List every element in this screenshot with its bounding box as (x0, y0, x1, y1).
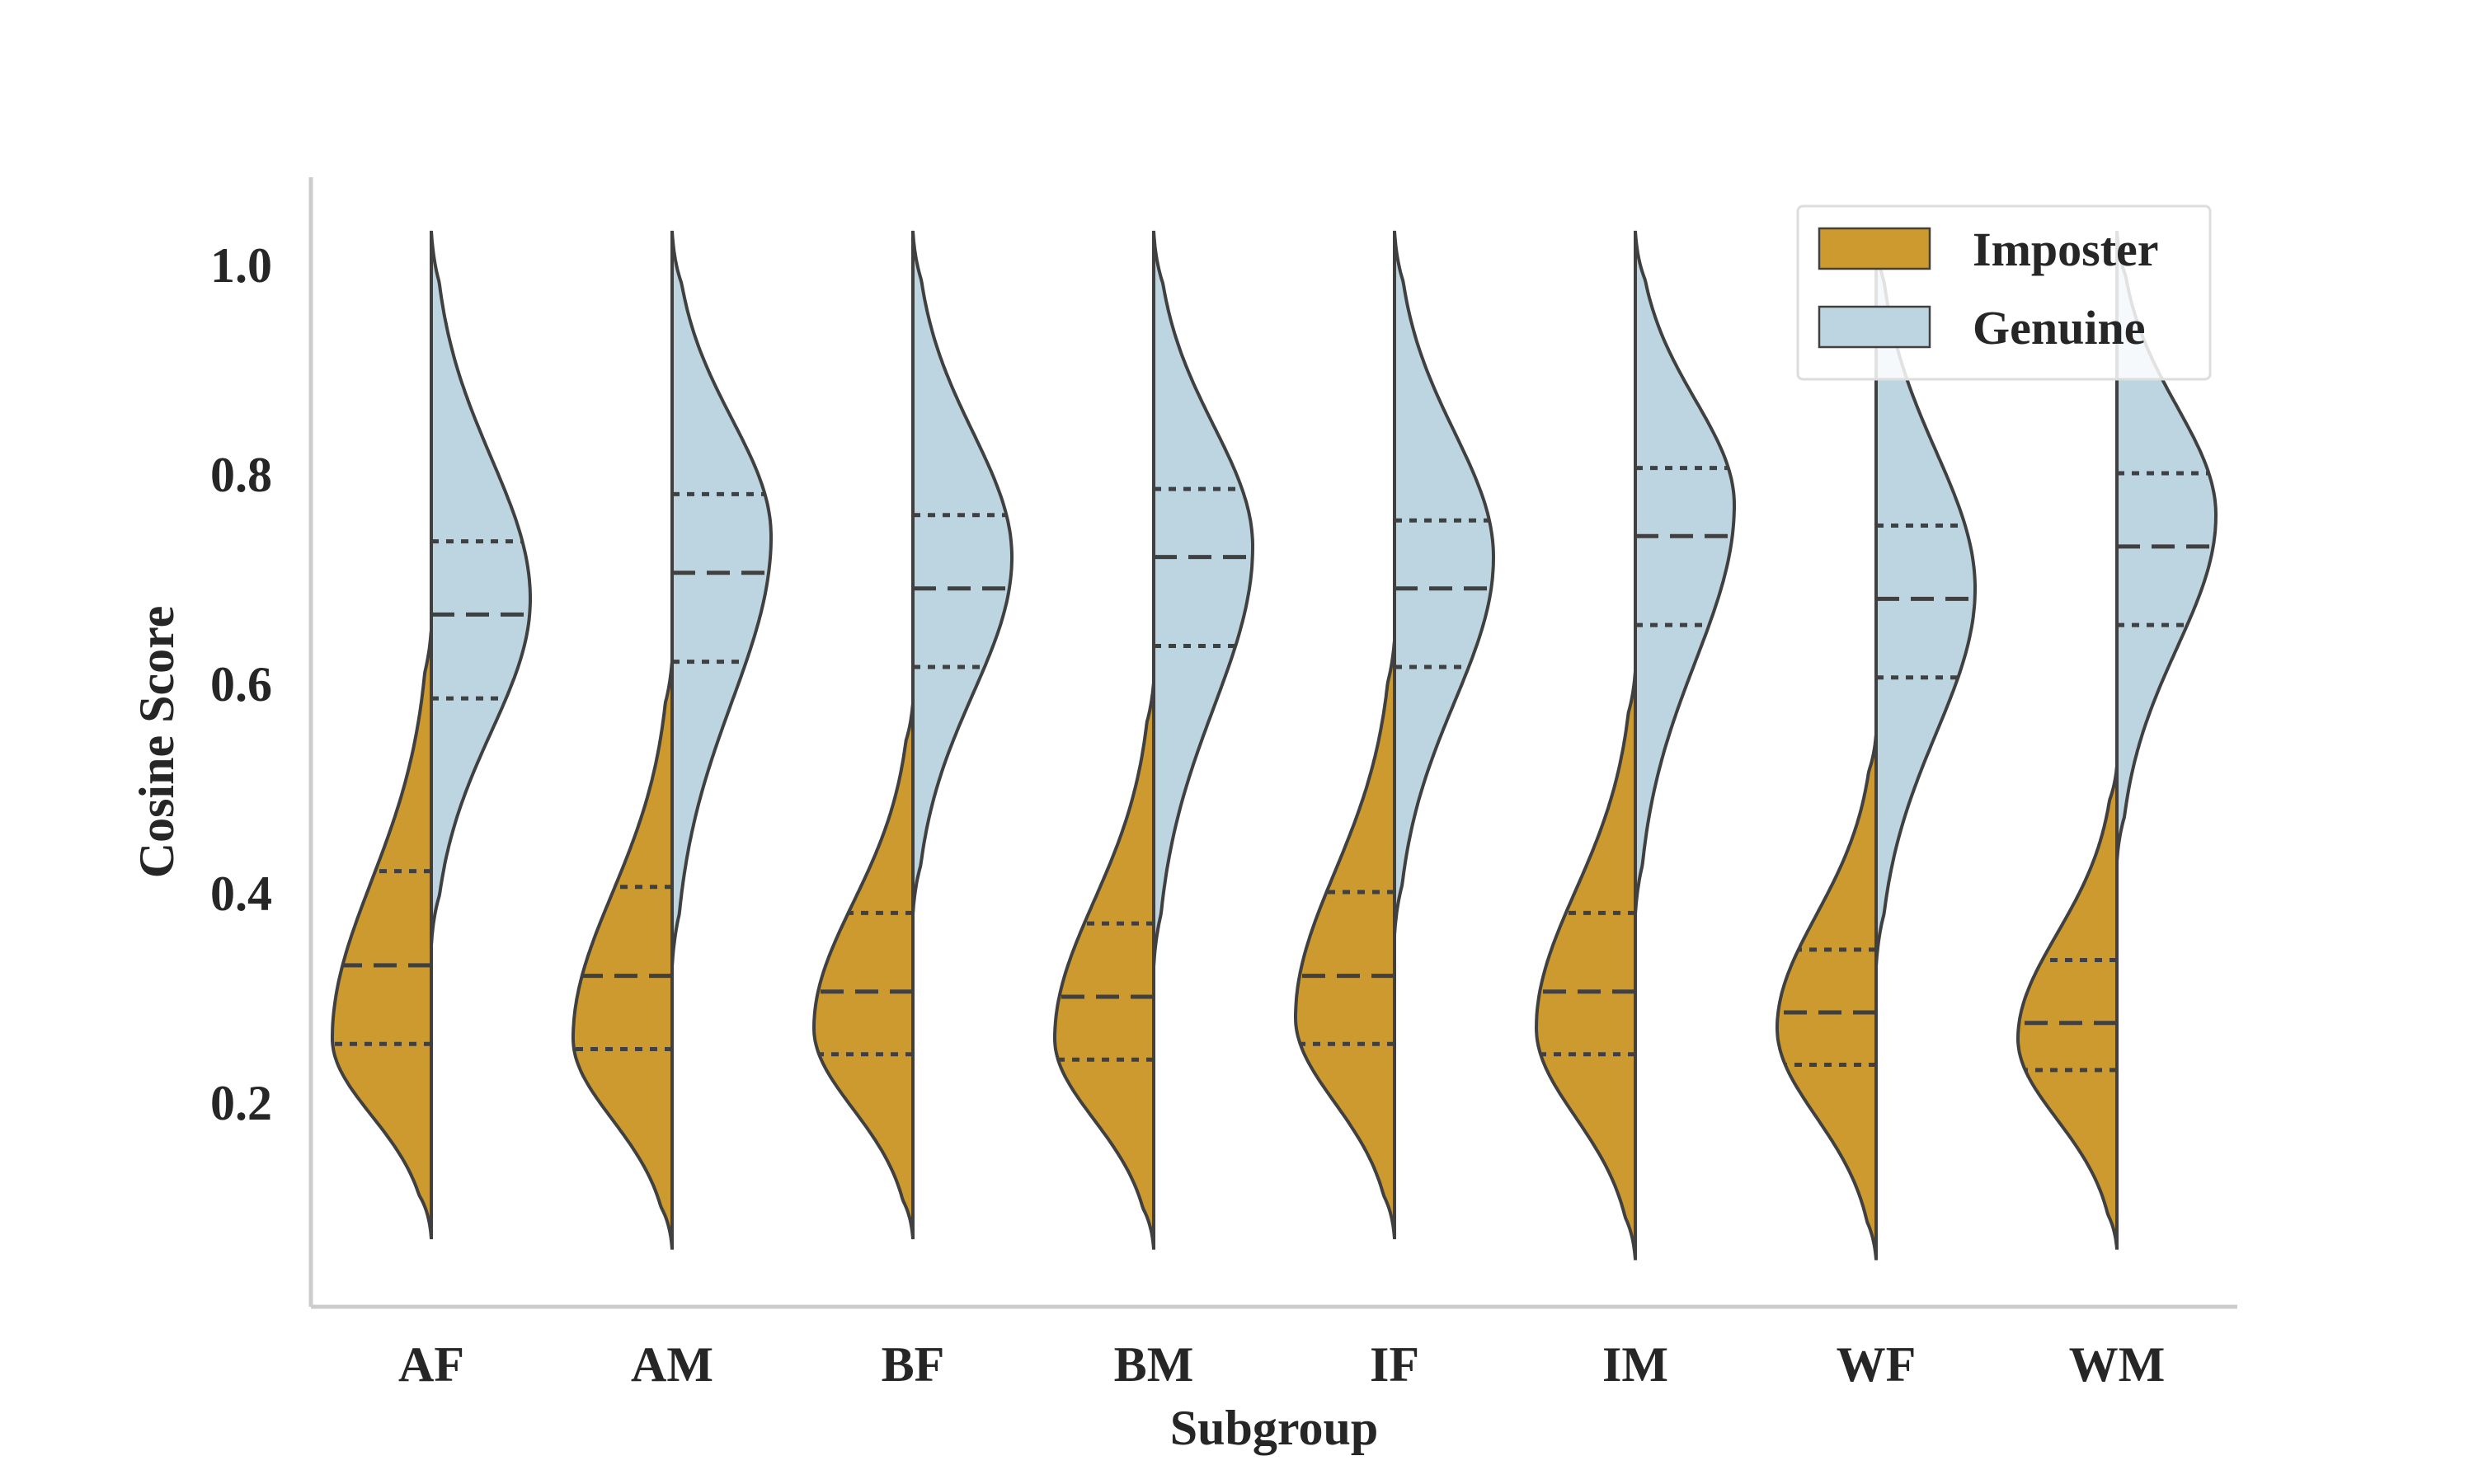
violin-imposter-im (1534, 670, 1637, 1261)
y-tick-label: 0.8 (210, 448, 272, 502)
y-tick-label: 0.4 (210, 866, 272, 921)
violin-imposter-wm (2016, 764, 2119, 1250)
y-axis-title: Cosine Score (129, 606, 184, 879)
x-tick-label: IF (1370, 1337, 1419, 1392)
legend-label-imposter: Imposter (1973, 223, 2159, 276)
x-tick-labels: AF AM BF BM IF IM WF WM (398, 1337, 2165, 1392)
violin-imposter-bf (811, 703, 915, 1240)
axes (308, 177, 2237, 1309)
y-tick-label: 0.2 (210, 1076, 272, 1130)
x-tick-label: BM (1114, 1337, 1194, 1392)
violin-imposter-bm (1053, 682, 1155, 1250)
legend: Imposter Genuine (1796, 204, 2212, 381)
violin-imposter-am (571, 661, 674, 1250)
legend-label-genuine: Genuine (1973, 301, 2146, 355)
x-axis-title: Subgroup (1170, 1401, 1378, 1455)
violin-imposter-if (1294, 640, 1396, 1240)
y-tick-labels: 0.2 0.4 0.6 0.8 1.0 (210, 238, 272, 1130)
violin-imposter-af (331, 630, 433, 1240)
x-tick-label: WM (2069, 1337, 2166, 1392)
y-tick-label: 1.0 (210, 238, 272, 293)
violin-genuine-im (1634, 230, 1736, 915)
x-tick-label: AF (398, 1337, 464, 1392)
x-tick-label: BF (882, 1337, 945, 1392)
x-tick-label: WF (1837, 1337, 1917, 1392)
violin-genuine-bf (911, 230, 1014, 915)
violin-imposter-wf (1776, 733, 1878, 1261)
x-tick-label: IM (1602, 1337, 1668, 1392)
x-tick-label: AM (631, 1337, 713, 1392)
violin-genuine-am (670, 230, 773, 967)
violin-genuine-bm (1152, 230, 1254, 967)
violin-genuine-if (1393, 230, 1496, 936)
legend-swatch-imposter (1818, 227, 1931, 270)
violins-layer (331, 230, 2218, 1261)
legend-swatch-genuine (1818, 305, 1931, 349)
violin-genuine-af (430, 230, 532, 946)
y-tick-label: 0.6 (210, 657, 272, 711)
